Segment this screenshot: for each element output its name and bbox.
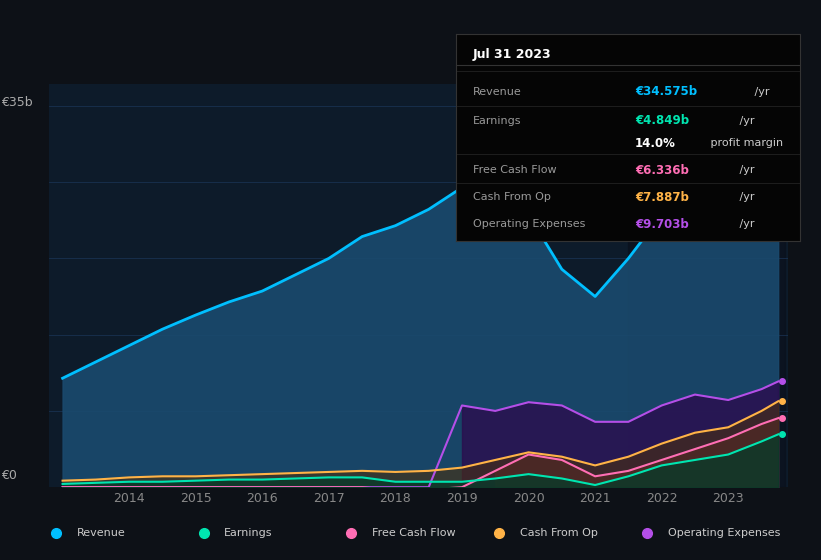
- Text: /yr: /yr: [736, 165, 754, 175]
- Text: Cash From Op: Cash From Op: [520, 529, 598, 538]
- Text: €35b: €35b: [1, 96, 33, 109]
- Text: Cash From Op: Cash From Op: [473, 192, 551, 202]
- Text: Revenue: Revenue: [473, 87, 521, 97]
- Text: Operating Expenses: Operating Expenses: [473, 219, 585, 229]
- Text: Operating Expenses: Operating Expenses: [667, 529, 780, 538]
- Text: Revenue: Revenue: [76, 529, 126, 538]
- Bar: [628, 84, 785, 487]
- Text: /yr: /yr: [736, 219, 754, 229]
- Text: Jul 31 2023: Jul 31 2023: [473, 48, 552, 61]
- Text: Earnings: Earnings: [473, 115, 521, 125]
- Text: €6.336b: €6.336b: [635, 164, 689, 177]
- Text: €9.703b: €9.703b: [635, 218, 689, 231]
- Text: €7.887b: €7.887b: [635, 191, 689, 204]
- Text: €4.849b: €4.849b: [635, 114, 689, 127]
- Text: Earnings: Earnings: [224, 529, 273, 538]
- Text: 14.0%: 14.0%: [635, 137, 676, 150]
- Text: €0: €0: [1, 469, 17, 482]
- Text: /yr: /yr: [736, 192, 754, 202]
- Text: /yr: /yr: [751, 87, 769, 97]
- Text: /yr: /yr: [736, 115, 754, 125]
- Text: €34.575b: €34.575b: [635, 85, 697, 98]
- Text: Free Cash Flow: Free Cash Flow: [372, 529, 456, 538]
- Text: Free Cash Flow: Free Cash Flow: [473, 165, 557, 175]
- Text: profit margin: profit margin: [708, 138, 783, 148]
